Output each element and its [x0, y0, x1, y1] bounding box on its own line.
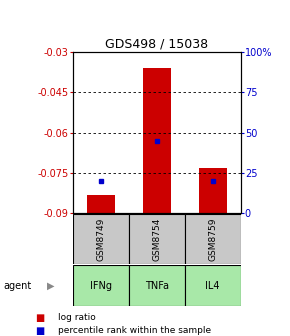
Title: GDS498 / 15038: GDS498 / 15038 [105, 38, 208, 51]
Bar [185, 265, 241, 306]
Bar [128, 214, 185, 264]
Text: IL4: IL4 [205, 281, 220, 291]
Text: ■: ■ [35, 312, 44, 323]
Bar [143, 68, 171, 213]
Text: GSM8759: GSM8759 [208, 217, 217, 261]
Text: IFNg: IFNg [90, 281, 112, 291]
Bar [72, 214, 128, 264]
Text: percentile rank within the sample: percentile rank within the sample [58, 327, 211, 335]
Bar [185, 214, 241, 264]
Text: ▶: ▶ [47, 281, 55, 291]
Text: ■: ■ [35, 326, 44, 336]
Bar [199, 168, 227, 213]
Text: GSM8754: GSM8754 [152, 217, 161, 261]
Text: agent: agent [3, 281, 31, 291]
Text: GSM8749: GSM8749 [96, 217, 105, 261]
Bar [128, 265, 185, 306]
Bar [72, 265, 128, 306]
Bar [86, 195, 115, 213]
Text: TNFa: TNFa [145, 281, 168, 291]
Text: log ratio: log ratio [58, 313, 96, 322]
